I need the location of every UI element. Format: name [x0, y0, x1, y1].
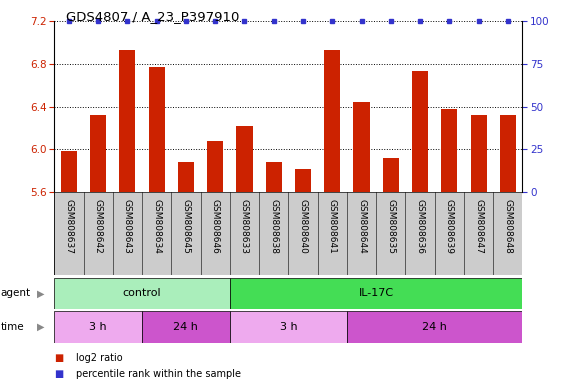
- Text: GDS4807 / A_23_P397910: GDS4807 / A_23_P397910: [66, 10, 239, 23]
- Bar: [500, 115, 516, 192]
- Bar: [347, 311, 522, 343]
- Bar: [441, 109, 457, 192]
- Text: GSM808638: GSM808638: [269, 199, 278, 253]
- Bar: [353, 102, 369, 192]
- Bar: [266, 162, 282, 192]
- Bar: [236, 126, 252, 192]
- Text: GSM808640: GSM808640: [299, 199, 308, 253]
- Text: GSM808635: GSM808635: [386, 199, 395, 253]
- Text: GSM808633: GSM808633: [240, 199, 249, 253]
- Text: GSM808645: GSM808645: [182, 199, 191, 253]
- Text: 24 h: 24 h: [174, 322, 198, 332]
- Bar: [54, 278, 230, 309]
- Text: GSM808637: GSM808637: [65, 199, 74, 253]
- Bar: [383, 158, 399, 192]
- Bar: [54, 311, 142, 343]
- Text: GSM808642: GSM808642: [94, 199, 103, 253]
- Text: GSM808641: GSM808641: [328, 199, 337, 253]
- Text: GSM808643: GSM808643: [123, 199, 132, 253]
- Bar: [119, 50, 135, 192]
- Bar: [471, 115, 486, 192]
- Bar: [142, 311, 230, 343]
- Bar: [412, 71, 428, 192]
- Bar: [178, 162, 194, 192]
- Text: 3 h: 3 h: [89, 322, 107, 332]
- Text: time: time: [1, 322, 24, 332]
- Text: ▶: ▶: [37, 322, 44, 332]
- Text: 3 h: 3 h: [280, 322, 297, 332]
- Text: ■: ■: [54, 353, 63, 363]
- Text: log2 ratio: log2 ratio: [76, 353, 123, 363]
- Text: GSM808644: GSM808644: [357, 199, 366, 253]
- Bar: [230, 278, 522, 309]
- Bar: [61, 151, 77, 192]
- Text: ■: ■: [54, 369, 63, 379]
- Text: GSM808646: GSM808646: [211, 199, 220, 253]
- Bar: [324, 50, 340, 192]
- Text: 24 h: 24 h: [422, 322, 447, 332]
- Text: control: control: [123, 288, 162, 298]
- Text: agent: agent: [1, 288, 31, 298]
- Bar: [295, 169, 311, 192]
- Text: GSM808634: GSM808634: [152, 199, 161, 253]
- Bar: [148, 67, 164, 192]
- Text: GSM808636: GSM808636: [416, 199, 425, 253]
- Text: GSM808648: GSM808648: [503, 199, 512, 253]
- Text: GSM808639: GSM808639: [445, 199, 454, 253]
- Bar: [230, 311, 347, 343]
- Bar: [90, 115, 106, 192]
- Text: ▶: ▶: [37, 288, 44, 298]
- Bar: [207, 141, 223, 192]
- Text: GSM808647: GSM808647: [474, 199, 483, 253]
- Text: percentile rank within the sample: percentile rank within the sample: [76, 369, 241, 379]
- Text: IL-17C: IL-17C: [359, 288, 394, 298]
